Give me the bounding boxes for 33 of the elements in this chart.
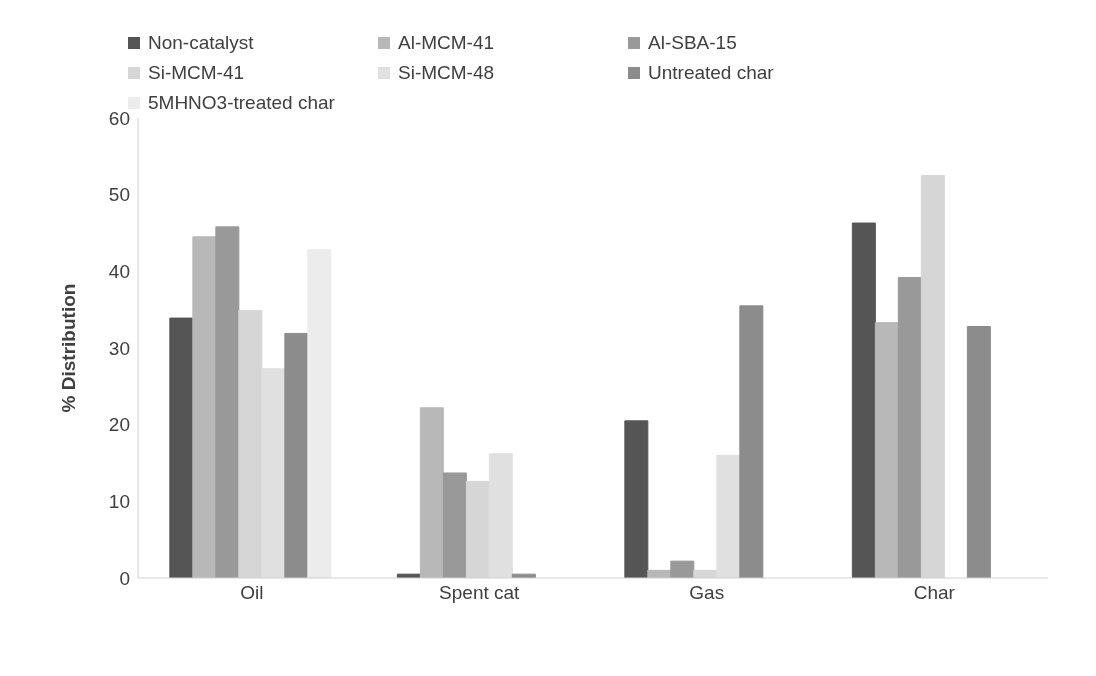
bar (442, 472, 467, 578)
y-tick-label: 20 (108, 414, 130, 436)
bar (192, 236, 217, 578)
legend-label: Al-MCM-41 (398, 32, 495, 54)
y-tick-label: 40 (108, 261, 130, 283)
y-tick-label: 10 (108, 491, 130, 513)
legend-label: Untreated char (648, 62, 774, 84)
y-tick-label: 30 (108, 337, 130, 359)
legend-label: Si-MCM-41 (148, 62, 245, 84)
bar (739, 305, 764, 578)
legend-label: Al-SBA-15 (648, 32, 737, 54)
bar (851, 222, 876, 578)
bar (874, 322, 899, 578)
legend-label: Non-catalyst (148, 32, 254, 54)
x-tick-label: Oil (240, 582, 264, 604)
bar (307, 249, 332, 578)
legend-label: Si-MCM-48 (398, 62, 495, 84)
y-tick-label: 60 (108, 107, 130, 129)
y-axis-title: % Distribution (57, 283, 79, 413)
bar (215, 226, 240, 578)
y-tick-label: 50 (108, 184, 130, 206)
bar (966, 326, 991, 578)
bar (169, 317, 194, 578)
bar (624, 420, 649, 578)
bar (284, 332, 309, 578)
bar (670, 560, 695, 578)
bar (419, 407, 444, 578)
bar (897, 276, 922, 578)
x-tick-label: Gas (689, 582, 725, 604)
legend-label: 5MHNO3-treated char (148, 92, 335, 114)
x-tick-label: Char (913, 582, 956, 604)
y-tick-label: 0 (119, 567, 130, 589)
x-tick-label: Spent cat (439, 582, 521, 604)
